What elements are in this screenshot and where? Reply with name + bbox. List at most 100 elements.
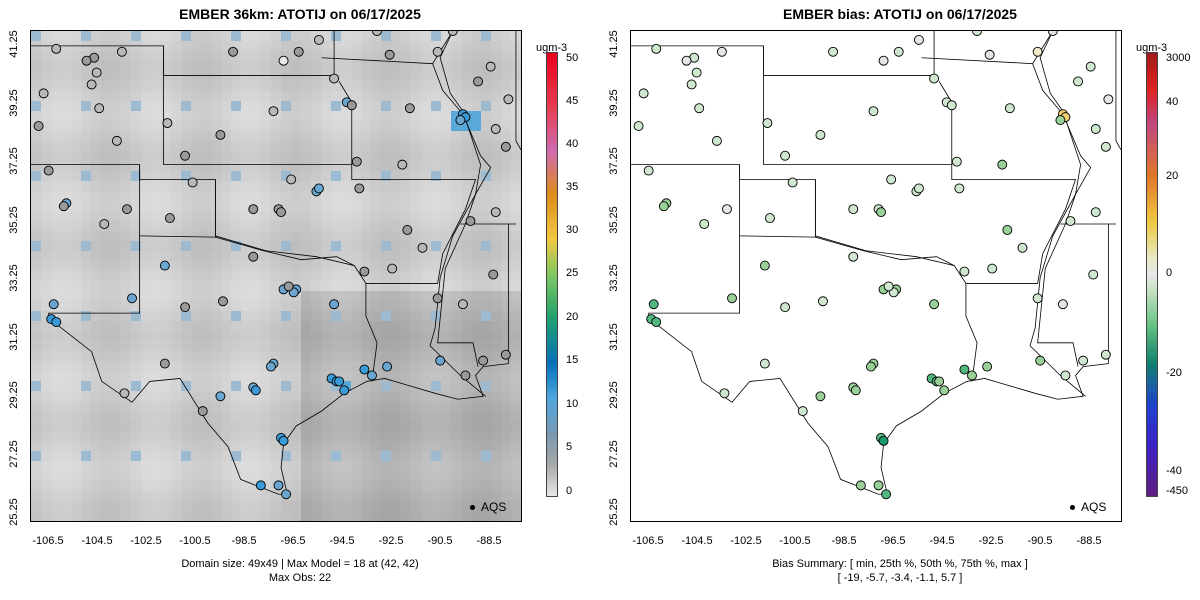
model-grid-cell — [481, 111, 491, 121]
model-grid-cell — [351, 351, 361, 361]
model-grid-cell — [221, 191, 231, 201]
model-grid-cell — [141, 451, 151, 461]
model-grid-cell — [121, 441, 131, 451]
aqs-bias-marker — [873, 480, 884, 491]
model-grid-cell — [101, 191, 111, 201]
aqs-bias-marker — [1057, 299, 1068, 310]
aqs-station-marker — [122, 204, 132, 215]
model-grid-cell — [461, 411, 471, 421]
model-grid-cell — [31, 181, 41, 191]
model-grid-cell — [511, 251, 521, 261]
model-grid-cell — [81, 321, 91, 331]
model-grid-cell — [311, 51, 321, 61]
model-grid-cell — [441, 381, 451, 391]
model-grid-cell — [411, 51, 421, 61]
model-grid-cell — [331, 421, 341, 431]
model-grid-cell — [411, 191, 421, 201]
x-tick-label: -100.5 — [179, 535, 211, 547]
model-grid-cell — [151, 281, 161, 291]
model-grid-cell — [141, 391, 151, 401]
model-grid-cell — [241, 381, 251, 391]
model-grid-cell — [51, 251, 61, 261]
model-grid-cell — [41, 191, 51, 201]
aqs-bias-marker — [934, 376, 945, 387]
model-grid-cell — [291, 31, 301, 41]
colorbar-unit: ugm-3 — [1136, 42, 1168, 54]
model-grid-cell — [401, 461, 411, 471]
model-grid-cell — [341, 271, 351, 281]
model-grid-cell — [501, 501, 511, 511]
model-grid-cell — [181, 491, 191, 501]
model-grid-cell — [511, 441, 521, 451]
y-tick-label: 25.25 — [608, 498, 620, 526]
aqs-station-marker — [180, 150, 191, 161]
model-grid-cell — [371, 391, 381, 401]
model-grid-cell — [331, 281, 341, 291]
model-grid-cell — [511, 391, 521, 401]
model-grid-cell — [261, 391, 271, 401]
model-grid-cell — [91, 251, 101, 261]
model-grid-cell — [471, 201, 481, 211]
model-grid-cell — [91, 501, 101, 511]
model-grid-cell — [191, 311, 201, 321]
model-grid-cell — [501, 411, 511, 421]
model-grid-cell — [221, 91, 231, 101]
model-grid-cell — [501, 381, 511, 391]
model-grid-cell — [441, 431, 451, 441]
model-grid-cell — [231, 471, 241, 481]
model-grid-cell — [111, 61, 121, 71]
model-grid-cell — [501, 431, 511, 441]
model-grid-cell — [461, 61, 471, 71]
model-grid-cell — [41, 261, 51, 271]
model-grid-cell — [121, 101, 131, 111]
model-grid-cell — [191, 441, 201, 451]
model-grid-cell — [241, 211, 251, 221]
model-grid-cell — [81, 361, 91, 371]
model-grid-cell — [341, 461, 351, 471]
model-grid-cell — [151, 261, 161, 271]
model-grid-cell — [231, 491, 241, 501]
model-grid-cell — [101, 261, 111, 271]
model-grid-cell — [301, 101, 311, 111]
model-grid-cell — [341, 481, 351, 491]
model-grid-cell — [481, 161, 491, 171]
model-grid-cell — [381, 191, 391, 201]
model-grid-cell — [181, 501, 191, 511]
model-grid-cell — [341, 241, 351, 251]
model-grid-cell — [441, 421, 451, 431]
model-grid-cell — [491, 261, 501, 271]
model-grid-cell — [401, 281, 411, 291]
aqs-bias-marker — [876, 207, 887, 218]
model-grid-cell — [131, 431, 141, 441]
model-grid-cell — [151, 241, 161, 251]
model-grid-cell — [341, 211, 351, 221]
model-grid-cell — [201, 351, 211, 361]
model-grid-cell — [81, 471, 91, 481]
model-grid-cell — [321, 71, 331, 81]
model-grid-cell — [501, 441, 511, 451]
model-grid-cell — [191, 101, 201, 111]
model-grid-cell — [31, 501, 41, 511]
model-grid-cell — [191, 171, 201, 181]
model-grid-cell — [261, 511, 271, 521]
model-grid-cell — [151, 91, 161, 101]
model-grid-cell — [121, 381, 131, 391]
aqs-bias-marker — [855, 480, 866, 491]
model-grid-cell — [441, 291, 451, 301]
model-grid-cell — [351, 321, 361, 331]
model-grid-cell — [101, 381, 111, 391]
model-grid-cell — [221, 211, 231, 221]
model-grid-cell — [421, 171, 431, 181]
model-grid-cell — [191, 471, 201, 481]
model-grid-cell — [451, 61, 461, 71]
model-grid-cell — [431, 351, 441, 361]
model-grid-cell — [311, 91, 321, 101]
model-grid-cell — [171, 121, 181, 131]
model-grid-cell — [401, 451, 411, 461]
model-grid-cell — [51, 51, 61, 61]
model-grid-cell — [61, 251, 71, 261]
model-grid-cell — [231, 371, 241, 381]
model-grid-cell — [471, 411, 481, 421]
model-grid-cell — [491, 61, 501, 71]
model-grid-cell — [291, 481, 301, 491]
